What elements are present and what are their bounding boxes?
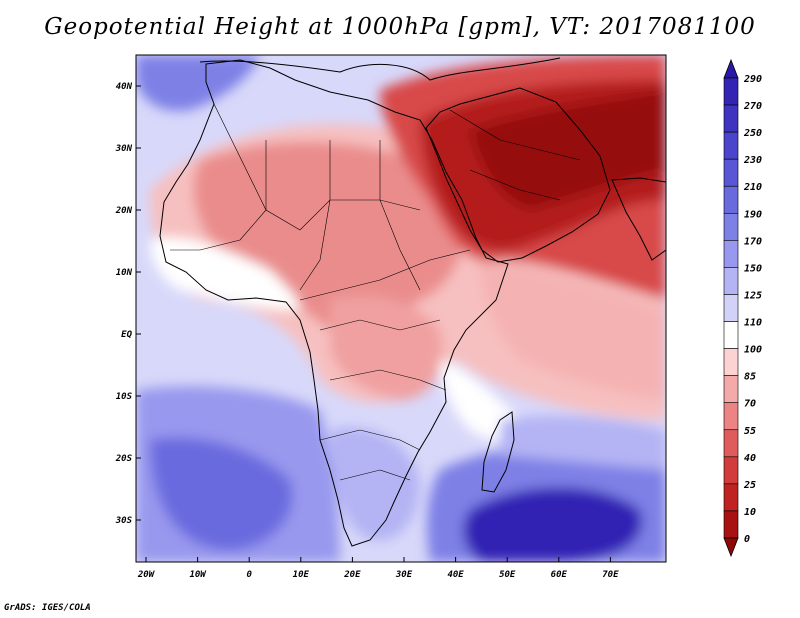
colorbar-box: [723, 158, 739, 187]
lon-tick-label: 10W: [189, 570, 207, 580]
height-field: [136, 55, 666, 562]
region-congo-warm: [330, 296, 443, 400]
colorbar-label: 100: [744, 345, 762, 356]
grads-credit: GrADS: IGES/COLA: [4, 603, 91, 613]
colorbar-label: 290: [743, 74, 762, 85]
colorbar-box: [723, 267, 739, 295]
colorbar-box: [723, 77, 739, 106]
colorbar: 2902702502302101901701501251101008570554…: [723, 58, 762, 558]
region-azores-cool: [136, 55, 260, 111]
colorbar-box: [723, 483, 739, 512]
colorbar-box: [723, 212, 739, 241]
colorbar-box: [723, 131, 739, 160]
lon-tick-label: 30E: [395, 570, 413, 580]
europe-coastline: [199, 57, 561, 81]
colorbar-box: [723, 348, 739, 376]
colorbar-label: 190: [744, 209, 762, 220]
lat-tick-label: 10S: [116, 392, 133, 402]
colorbar-box: [723, 402, 739, 431]
region-neutral-w-africa: [150, 237, 300, 310]
coastlines: [159, 57, 666, 547]
colorbar-label: 150: [744, 263, 762, 274]
lat-tick-label: 30S: [115, 516, 133, 526]
india-coastline: [611, 177, 666, 261]
lon-tick-label: 60E: [551, 570, 568, 580]
lat-tick-label: 10N: [116, 268, 133, 278]
region-indian-warm: [480, 260, 666, 400]
chart-title: Geopotential Height at 1000hPa [gpm], VT…: [44, 14, 756, 40]
colorbar-label: 70: [744, 399, 756, 410]
colorbar-label: 125: [744, 290, 762, 301]
colorbar-box: [723, 240, 739, 268]
colorbar-label: 230: [743, 155, 762, 166]
colorbar-box: [723, 294, 739, 322]
colorbar-box: [723, 456, 739, 485]
region-s-africa-cool: [330, 427, 420, 541]
lat-tick-label: 20N: [115, 206, 133, 216]
madagascar-coastline: [481, 411, 515, 493]
country-borders: [170, 103, 581, 481]
region-central-warm: [193, 141, 465, 339]
colorbar-box: [723, 510, 739, 539]
colorbar-label: 55: [744, 426, 756, 437]
lat-tick-label: 20S: [115, 454, 133, 464]
colorbar-bottom-arrow: [723, 537, 739, 558]
lon-tick-label: 70E: [602, 570, 619, 580]
arabia-coastline: [425, 87, 611, 263]
colorbar-label: 10: [744, 507, 756, 518]
colorbar-box: [723, 185, 739, 214]
colorbar-box: [723, 375, 739, 404]
colorbar-box: [723, 429, 739, 458]
colorbar-box: [723, 321, 739, 349]
longitude-labels: 20W 10W 0 10E 20E 30E 40E 50E 60E 70E: [137, 557, 619, 580]
lon-tick-label: 40E: [447, 570, 464, 580]
colorbar-box: [723, 104, 739, 133]
colorbar-label: 210: [743, 182, 762, 193]
lon-tick-label: 50E: [499, 570, 516, 580]
lon-tick-label: 10E: [293, 570, 310, 580]
colorbar-label: 0: [744, 534, 750, 545]
latitude-labels: 40N 30N 20N 10N EQ 10S 20S 30S: [115, 82, 141, 526]
map-frame: [135, 54, 667, 563]
region-s-indian-cool: [500, 415, 666, 470]
colorbar-label: 270: [743, 101, 762, 112]
colorbar-label: 250: [743, 128, 762, 139]
colorbar-label: 110: [744, 318, 762, 329]
lon-tick-label: 20W: [137, 570, 156, 580]
colorbar-top-arrow: [723, 58, 739, 79]
lat-tick-label: EQ: [121, 330, 132, 340]
region-s-atlantic-core: [150, 437, 293, 551]
colorbar-label: 25: [743, 480, 756, 491]
colorbar-label: 170: [744, 236, 762, 247]
region-mascarene-core: [463, 487, 642, 562]
lat-tick-label: 40N: [116, 82, 133, 92]
colorbar-label: 40: [744, 453, 756, 464]
colorbar-label: 85: [744, 372, 756, 383]
lat-tick-label: 30N: [115, 144, 133, 154]
lon-tick-label: 20E: [343, 570, 361, 580]
lon-tick-label: 0: [246, 570, 252, 580]
